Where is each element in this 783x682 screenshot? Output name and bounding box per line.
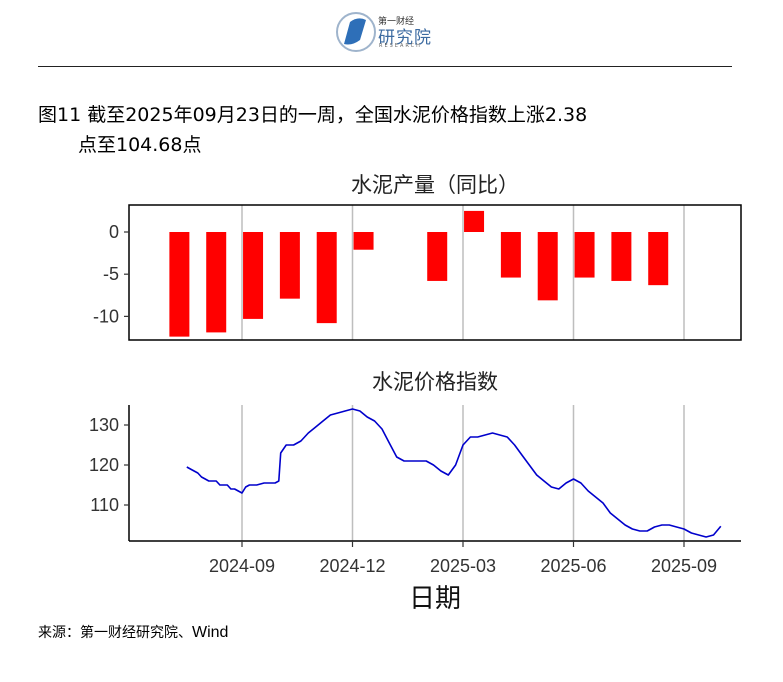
cement-price-index-line [186,408,722,538]
source-note: 来源：第一财经研究院、Wind [38,622,228,642]
figure-title: 图11 截至2025年09月23日的一周，全国水泥价格指数上涨2.38 点至10… [38,100,738,160]
bar-2024-09 [243,232,264,319]
logo-main-text: 研究院 [378,28,432,48]
bar-2025-05 [537,232,558,301]
logo-emblem-icon [336,12,376,52]
figure-title-line2: 点至104.68点 [78,134,202,156]
bar-ytick-label-1: -5 [103,264,119,284]
line-ytick-label-1: 120 [89,455,119,475]
bar-2025-06 [574,232,595,278]
bar-2025-08 [648,232,669,286]
line-xtick-label-4: 2025-09 [651,556,717,576]
bar-2025-02 [427,232,448,281]
bar-panel-title: 水泥产量（同比） [351,173,519,197]
x-axis-title: 日期 [409,584,461,614]
line-panel-title: 水泥价格指数 [372,370,498,394]
header-divider [38,66,732,67]
bar-ytick-label-2: -10 [93,306,119,326]
bar-panel-border [128,204,742,341]
bar-ytick-label-0: 0 [109,222,119,242]
bar-2024-10 [279,232,300,299]
bar-2024-12 [353,232,374,250]
bar-2024-07 [169,232,190,337]
bar-2025-07 [611,232,632,281]
source-suffix: Wind [192,624,229,641]
brand-logo: 第一财经 研究院 RESEARCH [332,6,452,56]
bar-2024-11 [316,232,337,324]
logo-sub-text: RESEARCH [379,43,422,49]
source-prefix: 来源：第一财经研究院、 [38,625,192,641]
bar-2024-08 [206,232,227,333]
line-ytick-label-0: 110 [90,495,119,515]
line-ytick-label-2: 130 [89,415,119,435]
line-xtick-label-1: 2024-12 [319,556,385,576]
bar-2025-03 [464,210,485,232]
line-xtick-label-2: 2025-03 [430,556,496,576]
logo-top-text: 第一财经 [378,17,415,27]
bar-2025-04 [500,232,521,278]
line-xtick-label-3: 2025-06 [540,556,606,576]
line-xtick-label-0: 2024-09 [209,556,275,576]
figure-title-line1: 图11 截至2025年09月23日的一周，全国水泥价格指数上涨2.38 [38,104,588,126]
